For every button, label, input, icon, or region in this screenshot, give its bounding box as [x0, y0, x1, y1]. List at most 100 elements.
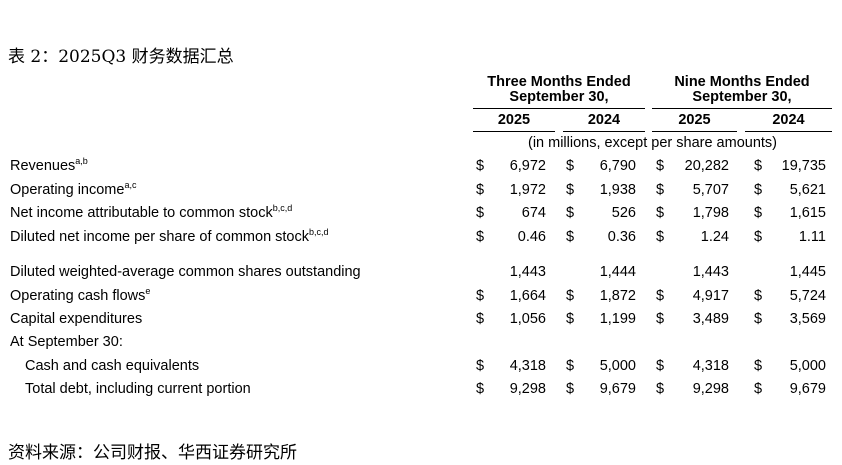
cell-value: 9,298 — [509, 381, 546, 397]
cell-value: 1.11 — [798, 229, 826, 245]
cell-value: 1,443 — [692, 264, 729, 280]
currency-sign: $ — [566, 182, 575, 198]
currency-sign: $ — [656, 182, 665, 198]
column-header: 2025 — [678, 112, 711, 128]
group-header: September 30, — [692, 89, 792, 105]
column-header: 2024 — [772, 112, 805, 128]
cell-value: 0.46 — [517, 229, 546, 245]
cell-value: 1,444 — [599, 264, 636, 280]
cell-value: 1,056 — [509, 311, 546, 327]
column-header: 2025 — [497, 112, 531, 128]
cell-value: 5,621 — [789, 182, 826, 198]
cell-value: 9,679 — [789, 381, 826, 397]
cell-value: 20,282 — [684, 158, 729, 174]
cell-value: 1,972 — [509, 182, 546, 198]
currency-sign: $ — [476, 229, 485, 245]
group-header: September 30, — [509, 89, 609, 105]
currency-sign: $ — [754, 358, 763, 374]
currency-sign: $ — [656, 288, 665, 304]
footnote-ref: a,b — [75, 156, 88, 166]
row-label: At September 30: — [10, 334, 123, 350]
currency-sign: $ — [566, 229, 575, 245]
footnote-ref: b,c,d — [309, 227, 329, 237]
rule — [745, 131, 832, 132]
currency-sign: $ — [754, 288, 763, 304]
cell-value: 5,707 — [692, 182, 729, 198]
currency-sign: $ — [566, 381, 575, 397]
group-header: Nine Months Ended — [674, 74, 810, 90]
cell-value: 1,798 — [692, 205, 729, 221]
unit-note: (in millions, except per share amounts) — [527, 135, 778, 151]
cell-value: 1,664 — [509, 288, 546, 304]
rule — [473, 131, 555, 132]
cell-value: 5,000 — [599, 358, 636, 374]
currency-sign: $ — [476, 182, 485, 198]
cell-value: 3,569 — [789, 311, 826, 327]
cell-value: 6,972 — [509, 158, 546, 174]
cell-value: 4,318 — [692, 358, 729, 374]
currency-sign: $ — [656, 381, 665, 397]
cell-value: 3,489 — [692, 311, 729, 327]
currency-sign: $ — [566, 358, 575, 374]
row-label: Operating cash flowse — [10, 286, 151, 305]
cell-value: 1,199 — [599, 311, 636, 327]
rule — [652, 131, 737, 132]
source-note: 资料来源：公司财报、华西证券研究所 — [8, 443, 297, 463]
currency-sign: $ — [656, 229, 665, 245]
row-label-text: Net income attributable to common stock — [10, 205, 273, 221]
row-label-text: Revenues — [10, 158, 76, 174]
rule — [652, 108, 832, 109]
row-label-text: Diluted weighted-average common shares o… — [10, 264, 361, 280]
cell-value: 4,917 — [692, 288, 729, 304]
cell-value: 1.24 — [700, 229, 729, 245]
row-label: Revenuesa,b — [10, 156, 88, 175]
currency-sign: $ — [754, 205, 763, 221]
currency-sign: $ — [656, 358, 665, 374]
rule — [473, 108, 645, 109]
cell-value: 0.36 — [607, 229, 636, 245]
row-label-text: At September 30: — [10, 334, 123, 350]
footnote-ref: b,c,d — [272, 203, 293, 213]
currency-sign: $ — [754, 182, 763, 198]
currency-sign: $ — [476, 158, 485, 174]
cell-value: 1,938 — [599, 182, 636, 198]
row-label: Net income attributable to common stockb… — [10, 203, 293, 222]
cell-value: 1,445 — [789, 264, 826, 280]
row-label-text: Diluted net income per share of common s… — [10, 229, 309, 245]
currency-sign: $ — [754, 381, 763, 397]
currency-sign: $ — [566, 288, 575, 304]
currency-sign: $ — [754, 158, 763, 174]
row-label-text: Capital expenditures — [10, 311, 143, 327]
currency-sign: $ — [476, 311, 485, 327]
row-label-text: Total debt, including current portion — [25, 381, 251, 397]
currency-sign: $ — [566, 158, 575, 174]
row-label: Diluted net income per share of common s… — [10, 227, 329, 246]
currency-sign: $ — [566, 311, 575, 327]
row-label: Total debt, including current portion — [25, 381, 251, 397]
row-label: Cash and cash equivalents — [25, 358, 199, 374]
currency-sign: $ — [476, 288, 485, 304]
table-title: 表 2：2025Q3 财务数据汇总 — [8, 47, 234, 67]
cell-value: 1,615 — [789, 205, 826, 221]
cell-value: 9,679 — [599, 381, 636, 397]
row-label: Diluted weighted-average common shares o… — [10, 264, 361, 280]
currency-sign: $ — [656, 158, 665, 174]
currency-sign: $ — [476, 205, 485, 221]
row-label-text: Operating cash flows — [10, 288, 146, 304]
cell-value: 1,443 — [509, 264, 546, 280]
cell-value: 9,298 — [692, 381, 729, 397]
row-label-text: Cash and cash equivalents — [25, 358, 200, 374]
cell-value: 674 — [521, 205, 546, 221]
row-label-text: Operating income — [10, 182, 125, 198]
currency-sign: $ — [656, 311, 665, 327]
currency-sign: $ — [476, 358, 485, 374]
row-label: Capital expenditures — [10, 311, 142, 327]
currency-sign: $ — [656, 205, 665, 221]
row-label: Operating incomea,c — [10, 181, 136, 199]
column-header: 2024 — [587, 112, 621, 128]
currency-sign: $ — [754, 311, 763, 327]
cell-value: 19,735 — [781, 158, 826, 174]
group-header: Three Months Ended — [487, 74, 631, 90]
footnote-ref: e — [145, 286, 151, 296]
